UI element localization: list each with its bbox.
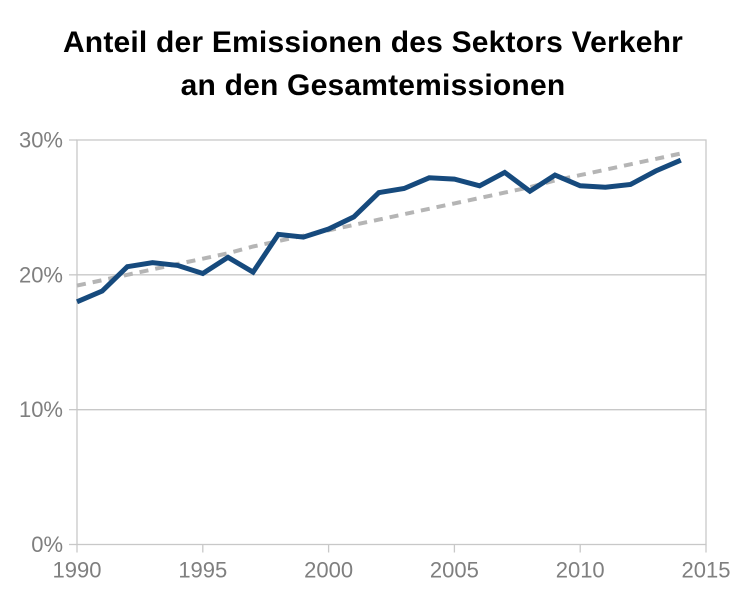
chart-title-line2: an den Gesamtemissionen [180, 68, 566, 102]
y-tick-label: 10% [19, 397, 63, 422]
y-tick-label: 0% [31, 532, 63, 557]
x-tick-label: 2005 [430, 558, 479, 583]
x-tick-label: 1990 [53, 558, 102, 583]
chart-title: Anteil der Emissionen des Sektors Verkeh… [0, 22, 746, 107]
x-tick-label: 1995 [178, 558, 227, 583]
x-tick-label: 2015 [682, 558, 731, 583]
y-tick-label: 30% [19, 128, 63, 153]
x-tick-label: 2010 [556, 558, 605, 583]
plot-border [76, 139, 707, 546]
chart-title-line1: Anteil der Emissionen des Sektors Verkeh… [62, 26, 684, 59]
data-line [76, 157, 682, 305]
y-tick-label: 20% [19, 262, 63, 287]
x-tick-label: 2000 [304, 558, 353, 583]
